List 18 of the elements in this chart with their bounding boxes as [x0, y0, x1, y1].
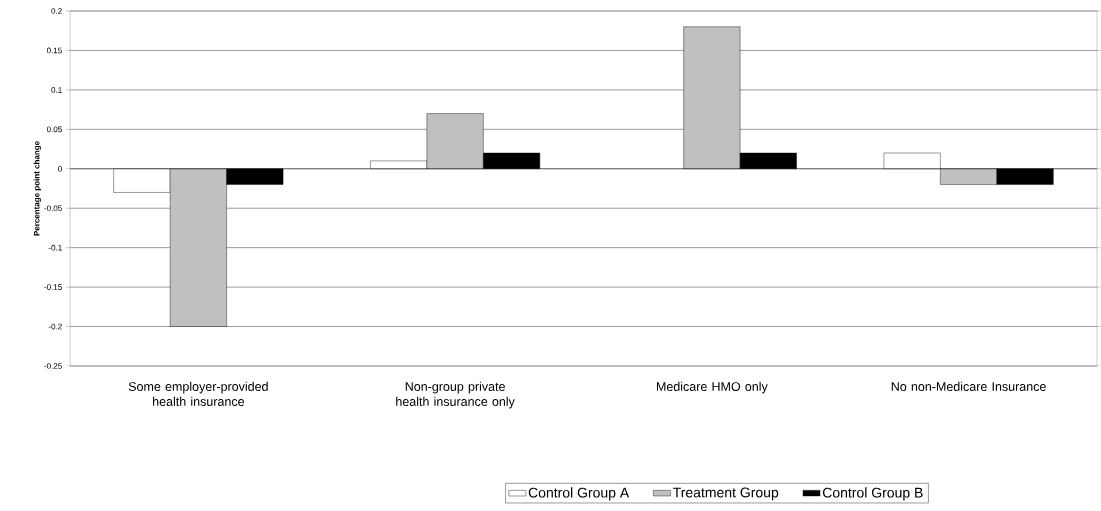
x-tick-label: No non-Medicare Insurance	[891, 381, 1046, 391]
y-tick-label: -0.2	[48, 323, 62, 330]
y-tick-label: 0	[58, 165, 62, 172]
y-tick-label: 0.1	[51, 87, 62, 93]
legend-label: Control Group B	[822, 487, 923, 501]
y-axis-title: Percentage point change	[33, 141, 42, 236]
x-tick-label: Some employer-provided health insurance	[128, 381, 268, 406]
x-tick-label: Non-group private health insurance only	[396, 381, 515, 409]
legend-label: Control Group A	[528, 487, 630, 501]
y-tick-label: 0.05	[46, 126, 62, 133]
y-tick-label: 0.2	[51, 8, 62, 14]
y-tick-label: -0.1	[48, 244, 62, 251]
x-tick-label: Medicare HMO only	[656, 381, 768, 394]
y-tick-label: -0.25	[44, 363, 62, 369]
y-tick-label: 0.15	[46, 47, 62, 54]
legend-label: Treatment Group	[673, 487, 779, 501]
y-tick-label: -0.05	[44, 205, 62, 212]
y-tick-label: -0.15	[44, 284, 62, 290]
